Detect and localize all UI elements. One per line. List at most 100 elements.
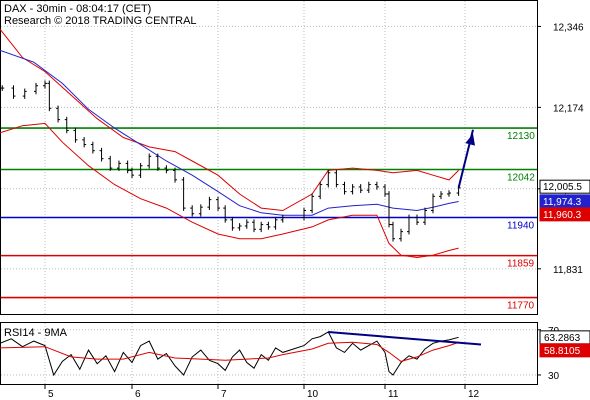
x-axis-tick-10: 10: [307, 389, 319, 400]
price-bar: [237, 223, 242, 231]
price-bar: [383, 184, 387, 197]
price-axis-tick-12,174: 12,174: [553, 103, 584, 114]
price-tags: 12,005.5 11,974.3 11,960.3: [539, 179, 590, 222]
price-bar: [90, 141, 95, 154]
price-bar: [138, 162, 143, 178]
price-bar: [164, 165, 169, 174]
price-bar: [342, 181, 347, 195]
price-bar: [358, 184, 363, 194]
price-bar: [266, 221, 271, 230]
price-bar: [259, 221, 264, 233]
price-bar: [302, 207, 306, 221]
rsi-ma-line: [0, 341, 459, 362]
price-bar: [207, 196, 212, 210]
price-bar: [181, 177, 186, 211]
price-bar: [399, 228, 403, 242]
rsi-tag-label-ma: 58.8105: [544, 346, 581, 357]
price-bar: [56, 105, 61, 123]
price-bar: [73, 127, 78, 143]
rsi-trendline: [328, 331, 482, 346]
rsi-tags: 63.2863 58.8105: [539, 330, 590, 358]
price-bar: [190, 205, 195, 217]
price-bar: [22, 88, 27, 99]
price-bar: [155, 153, 160, 171]
price-bar: [198, 204, 203, 217]
price-bar: [34, 82, 38, 95]
price-series: [0, 28, 476, 259]
level-label-12130: 12130: [507, 131, 535, 142]
rsi-panel-title: RSI14 - 9MA: [4, 327, 68, 339]
price-bar: [415, 214, 419, 226]
x-axis: 5 6 7 10 11 12: [44, 384, 480, 400]
price-tag-band: 11,960.3: [539, 207, 590, 222]
x-axis-tick-6: 6: [135, 389, 141, 400]
price-bar: [64, 116, 69, 134]
price-axis-tick-12,346: 12,346: [553, 22, 584, 33]
price-bar: [43, 80, 47, 89]
rsi-panel-frame: [0, 322, 538, 385]
level-label-11859: 11859: [507, 259, 535, 270]
price-bar: [280, 214, 285, 223]
rsi-line: [0, 331, 459, 377]
price-axis-tick-11,831: 11,831: [553, 265, 583, 276]
price-bar: [0, 85, 5, 91]
price-tag-ma: 11,974.3: [539, 194, 590, 209]
level-label-11940: 11940: [507, 221, 535, 232]
price-bar: [252, 219, 256, 233]
rsi-axis-tick-30: 30: [548, 371, 560, 382]
price-bar: [223, 205, 228, 223]
price-bar: [173, 167, 177, 183]
price-tag-label-ma: 11,974.3: [543, 197, 582, 208]
price-bar: [147, 153, 152, 169]
price-bar: [439, 191, 443, 200]
level-label-12042: 12042: [507, 173, 535, 184]
price-panel-frame: [0, 0, 538, 315]
price-bar: [273, 217, 278, 230]
price-tag-label-last: 12,005.5: [543, 182, 582, 193]
rsi-tag-rsi: 63.2863: [539, 330, 590, 345]
price-bar: [391, 221, 395, 242]
price-bar: [447, 190, 451, 197]
price-bar: [47, 80, 52, 112]
rsi-series: [0, 331, 482, 377]
level-label-11770: 11770: [507, 301, 535, 312]
price-bar: [130, 167, 134, 178]
x-axis-tick-11: 11: [388, 389, 399, 400]
bollinger-upper-line: [0, 28, 459, 212]
rsi-tag-label-rsi: 63.2863: [544, 333, 581, 344]
price-bar: [11, 85, 16, 99]
x-axis-tick-12: 12: [468, 389, 480, 400]
price-bar: [108, 155, 113, 171]
price-tag-label-band: 11,960.3: [543, 210, 582, 221]
price-bar: [82, 137, 87, 148]
price-bar: [99, 147, 104, 162]
price-bar: [334, 169, 339, 188]
price-bar: [350, 184, 355, 195]
chart-header-copyright: Research © 2018 TRADING CENTRAL: [4, 15, 197, 27]
chart-header-title: DAX - 30min - 08:04:17 (CET): [4, 3, 151, 15]
price-bar: [407, 214, 411, 235]
price-bar: [387, 191, 391, 228]
x-axis-tick-5: 5: [48, 389, 54, 400]
price-tag-last: 12,005.5: [539, 179, 590, 194]
price-bar: [326, 169, 331, 188]
price-panel-grid: [1, 1, 537, 314]
x-axis-tick-7: 7: [221, 389, 227, 400]
price-bar: [244, 219, 249, 229]
price-bar: [230, 217, 235, 231]
price-bar: [216, 196, 220, 211]
price-bar: [366, 181, 371, 194]
moving-average-line: [0, 49, 459, 216]
price-levels: 12130 12042 11940 11859 11770: [1, 127, 537, 312]
price-bar: [423, 207, 427, 226]
price-bar: [116, 160, 121, 171]
price-bar: [318, 181, 323, 200]
rsi-tag-ma: 58.8105: [539, 343, 590, 358]
bollinger-lower-line: [0, 122, 459, 259]
price-bar: [125, 160, 130, 174]
price-bar: [431, 193, 435, 214]
price-bar: [374, 181, 379, 190]
forecast-arrow-head: [465, 133, 476, 146]
